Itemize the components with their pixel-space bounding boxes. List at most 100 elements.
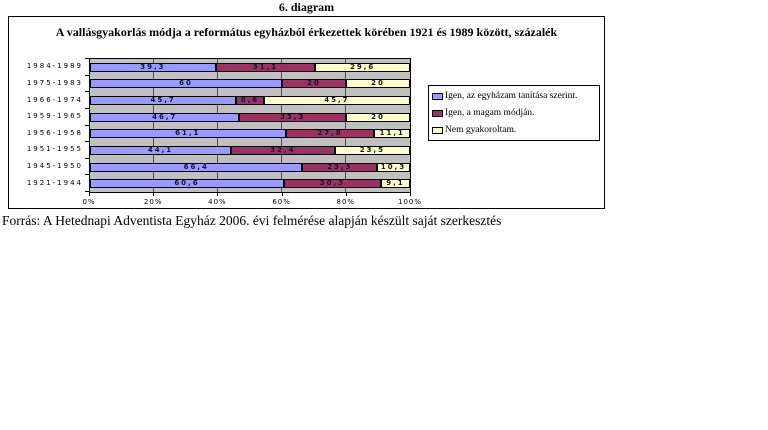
bar-segment: 32,4 bbox=[231, 145, 335, 155]
bar-value-label: 33,3 bbox=[280, 112, 306, 121]
bar-segment: 29,6 bbox=[315, 62, 410, 72]
bar-segment: 45,7 bbox=[90, 96, 237, 106]
legend-label: Nem gyakoroltam. bbox=[445, 125, 517, 135]
bar-segment: 66,4 bbox=[90, 162, 303, 172]
chart-title: A vallásgyakorlás módja a református egy… bbox=[55, 25, 558, 39]
bar-segment: 31,1 bbox=[215, 62, 316, 72]
x-tick-label: 20% bbox=[143, 198, 163, 206]
bar-segment: 39,3 bbox=[90, 62, 216, 72]
y-tick bbox=[85, 141, 89, 142]
y-tick-label: 1966-1974 bbox=[26, 95, 83, 104]
gridline bbox=[153, 59, 154, 192]
bar-segment: 9,1 bbox=[380, 179, 410, 189]
x-tick bbox=[281, 192, 283, 196]
bar-value-label: 11,1 bbox=[379, 129, 405, 138]
x-tick bbox=[89, 192, 90, 196]
legend-label: Igen, az egyházam tanítása szerint. bbox=[445, 91, 578, 101]
bar-value-label: 8,6 bbox=[240, 96, 260, 105]
plot-area: 39,3 31,1 29,6 60 20 20 45,7 8,6 45,7 46,7 33,3 20 6… bbox=[89, 58, 411, 193]
bar-segment: 60,6 bbox=[90, 179, 284, 189]
y-tick-label: 1959-1965 bbox=[26, 112, 83, 121]
y-tick bbox=[85, 108, 89, 109]
x-tick-label: 100% bbox=[397, 198, 423, 206]
bar-row: 39,3 31,1 29,6 bbox=[90, 62, 410, 72]
bar-segment: 33,3 bbox=[239, 112, 346, 122]
bar-value-label: 61,1 bbox=[175, 129, 201, 138]
bar-value-label: 9,1 bbox=[386, 179, 405, 188]
y-tick bbox=[85, 58, 89, 59]
bar-value-label: 20 bbox=[371, 79, 385, 88]
legend-swatch bbox=[432, 93, 443, 100]
bar-segment: 10,3 bbox=[377, 162, 410, 172]
legend-swatch bbox=[432, 127, 443, 134]
bar-value-label: 45,7 bbox=[150, 96, 176, 105]
bar-value-label: 31,1 bbox=[252, 62, 279, 71]
bar-value-label: 20 bbox=[307, 79, 321, 88]
bar-segment: 23,5 bbox=[334, 145, 410, 155]
x-tick-label: 0% bbox=[82, 198, 96, 206]
bar-segment: 23,3 bbox=[302, 162, 378, 172]
bar-row: 61,1 27,8 11,1 bbox=[90, 129, 410, 139]
bar-value-label: 27,8 bbox=[317, 129, 343, 138]
bar-value-label: 45,7 bbox=[324, 96, 350, 105]
x-axis-labels: 0% 20% 40% 60% 80% 100% bbox=[82, 198, 421, 208]
bar-value-label: 60 bbox=[179, 79, 193, 88]
figure-caption: 6. diagram bbox=[278, 0, 335, 14]
bar-row: 46,7 33,3 20 bbox=[90, 112, 410, 122]
bar-segment: 44,1 bbox=[90, 145, 232, 155]
bar-value-label: 39,3 bbox=[140, 62, 166, 71]
bar-row: 45,7 8,6 45,7 bbox=[90, 96, 410, 106]
x-tick bbox=[345, 192, 347, 196]
source-note: Forrás: A Hetednapi Adventista Egyház 20… bbox=[2, 213, 502, 228]
y-tick-label: 1921-1944 bbox=[26, 178, 83, 187]
x-tick-label: 40% bbox=[208, 198, 227, 206]
y-tick bbox=[85, 91, 89, 92]
x-tick bbox=[153, 192, 155, 196]
bar-segment: 27,8 bbox=[285, 129, 375, 139]
x-axis-ticks bbox=[89, 192, 411, 196]
bar-value-label: 30,3 bbox=[319, 179, 346, 188]
y-tick bbox=[85, 125, 89, 126]
chart-frame: A vallásgyakorlás módja a református egy… bbox=[8, 16, 605, 209]
y-tick bbox=[85, 174, 89, 175]
x-tick-label: 80% bbox=[336, 198, 356, 206]
bar-value-label: 23,5 bbox=[359, 145, 386, 154]
bar-value-label: 44,1 bbox=[147, 145, 174, 154]
legend-item: Igen, az egyházam tanítása szerint. bbox=[432, 91, 596, 102]
bar-value-label: 32,4 bbox=[270, 145, 296, 154]
bar-segment: 45,7 bbox=[263, 96, 410, 106]
y-axis-labels: 1984-1989 1975-1983 1966-1974 1959-1965 1956… bbox=[9, 58, 83, 191]
bar-value-label: 46,7 bbox=[152, 112, 178, 121]
gridline bbox=[217, 59, 218, 192]
y-tick bbox=[85, 158, 89, 159]
y-tick-label: 1975-1983 bbox=[26, 78, 83, 87]
legend-item: Nem gyakoroltam. bbox=[432, 125, 596, 136]
bar-segment: 8,6 bbox=[236, 96, 264, 106]
bar-value-label: 23,3 bbox=[327, 162, 353, 171]
x-tick bbox=[410, 192, 411, 196]
bar-value-label: 10,3 bbox=[380, 162, 407, 171]
x-tick bbox=[217, 192, 219, 196]
bar-value-label: 29,6 bbox=[349, 62, 376, 71]
bar-segment: 20 bbox=[345, 112, 410, 122]
bar-value-label: 20 bbox=[371, 112, 385, 121]
bar-segment: 30,3 bbox=[283, 179, 381, 189]
bar-segment: 20 bbox=[282, 79, 346, 89]
y-tick-label: 1984-1989 bbox=[26, 62, 83, 71]
bar-segment: 11,1 bbox=[374, 129, 410, 139]
y-tick-label: 1945-1950 bbox=[26, 162, 83, 171]
bar-value-label: 60,6 bbox=[174, 179, 200, 188]
legend-swatch bbox=[432, 110, 443, 117]
legend-item: Igen, a magam módján. bbox=[432, 108, 596, 119]
y-tick-label: 1951-1955 bbox=[26, 145, 83, 154]
bar-segment: 46,7 bbox=[90, 112, 240, 122]
bar-row: 60 20 20 bbox=[90, 79, 410, 89]
y-axis-ticks bbox=[85, 58, 89, 192]
legend: Igen, az egyházam tanítása szerint. Igen,… bbox=[428, 85, 600, 141]
bar-row: 44,1 32,4 23,5 bbox=[90, 145, 410, 155]
bar-segment: 60 bbox=[90, 79, 282, 89]
bar-row: 60,6 30,3 9,1 bbox=[90, 179, 410, 189]
gridline bbox=[345, 59, 346, 192]
y-tick bbox=[85, 191, 89, 192]
bar-row: 66,4 23,3 10,3 bbox=[90, 162, 410, 172]
